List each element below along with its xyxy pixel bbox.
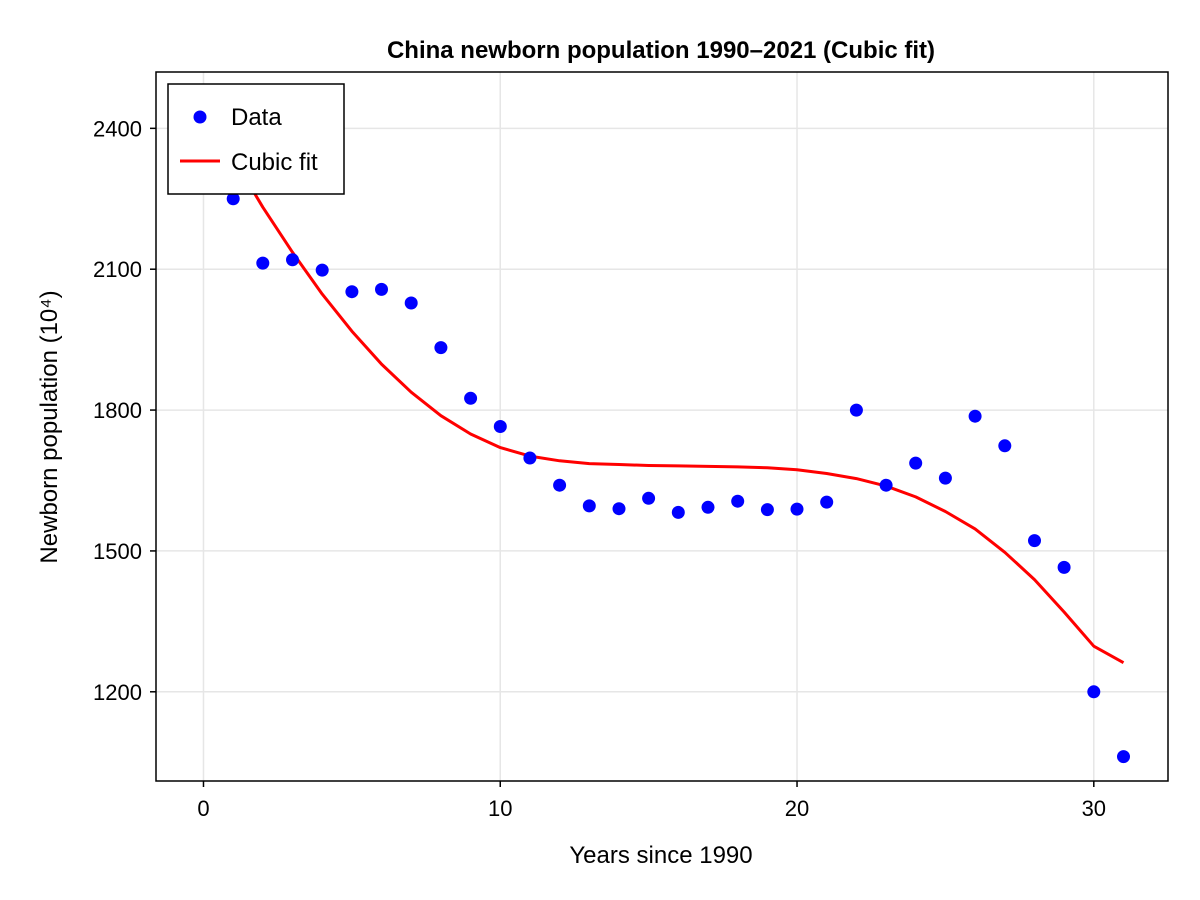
- data-point: [493, 420, 507, 433]
- data-point: [1028, 534, 1041, 548]
- data-points-layer: [226, 192, 1130, 764]
- fit-curve-layer: [246, 181, 1125, 665]
- data-point: [523, 451, 537, 465]
- data-point: [375, 282, 388, 296]
- data-point: [879, 478, 893, 492]
- data-point: [998, 439, 1012, 453]
- data-point: [731, 494, 745, 508]
- data-point: [968, 409, 982, 423]
- data-point: [642, 491, 656, 505]
- data-point: [1117, 750, 1130, 764]
- data-point: [256, 256, 270, 270]
- y-axis-ticks: 1200 1500 1800 2100 2400: [93, 116, 156, 705]
- data-point: [909, 456, 923, 470]
- data-point: [582, 499, 596, 513]
- data-point: [553, 478, 567, 492]
- legend-label-data: Data: [231, 104, 282, 131]
- data-point: [938, 471, 952, 485]
- plot-frame: [155, 71, 1169, 782]
- y-tick-label: 2100: [93, 257, 142, 282]
- data-point: [701, 500, 715, 514]
- x-tick-label: 10: [488, 796, 512, 821]
- x-axis-ticks: 0 10 20 30: [197, 781, 1106, 821]
- legend-label-cubic-fit: Cubic fit: [231, 149, 318, 176]
- y-tick-label: 1200: [93, 680, 142, 705]
- y-tick-label: 2400: [93, 116, 142, 141]
- data-point: [820, 495, 834, 509]
- data-point: [345, 285, 359, 299]
- x-tick-label: 20: [785, 796, 809, 821]
- y-tick-label: 1800: [93, 398, 142, 423]
- grid-lines: [156, 72, 1168, 781]
- legend-marker-data: [193, 110, 207, 124]
- x-tick-label: 30: [1082, 796, 1106, 821]
- legend-box: [167, 83, 345, 195]
- data-point: [434, 341, 448, 355]
- y-axis-label: Newborn population (10⁴): [36, 290, 63, 563]
- data-point: [464, 391, 478, 405]
- x-axis-label: Years since 1990: [569, 842, 752, 869]
- data-point: [790, 502, 804, 516]
- data-point: [1057, 560, 1071, 574]
- data-point: [315, 263, 329, 277]
- data-point: [1087, 685, 1101, 699]
- legend: Data Cubic fit: [167, 83, 345, 195]
- data-point: [760, 503, 774, 517]
- data-point: [404, 296, 418, 310]
- data-point: [286, 253, 299, 267]
- chart-title: China newborn population 1990–2021 (Cubi…: [387, 37, 935, 64]
- data-point: [612, 502, 626, 516]
- x-tick-label: 0: [197, 796, 209, 821]
- data-point: [671, 505, 685, 519]
- data-point: [849, 403, 863, 417]
- data-point: [226, 192, 240, 206]
- y-tick-label: 1500: [93, 539, 142, 564]
- cubic-fit-line: [246, 181, 1125, 665]
